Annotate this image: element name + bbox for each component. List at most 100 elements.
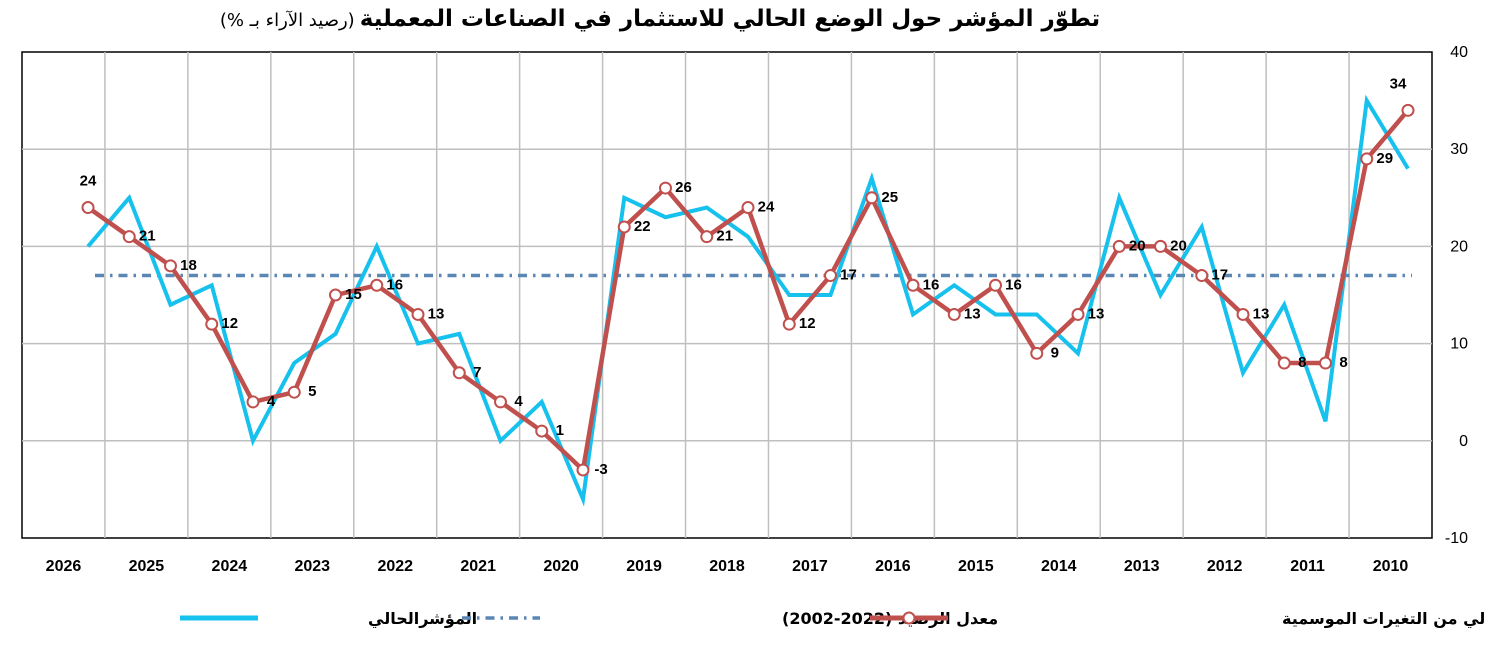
series-adjusted-marker — [494, 395, 507, 409]
x-tick-label: 2014 — [1041, 558, 1077, 575]
series-adjusted-marker — [122, 230, 136, 244]
x-tick-label: 2015 — [958, 558, 994, 575]
data-label: 13 — [964, 305, 981, 322]
x-tick-label: 2024 — [212, 558, 248, 575]
data-label: 18 — [180, 257, 197, 274]
data-label: 16 — [1005, 276, 1022, 293]
chart-title: تطوّر المؤشر حول الوضع الحالي للاستثمار … — [0, 6, 1320, 32]
chart-subtitle: (رصيد الآراء بـ %) — [219, 10, 355, 31]
x-tick-label: 2021 — [460, 558, 496, 575]
series-adjusted-marker — [452, 366, 466, 380]
series-adjusted-marker — [1236, 307, 1250, 321]
data-label: 26 — [675, 179, 692, 196]
series-adjusted-marker — [700, 230, 714, 244]
x-tick-label: 2020 — [543, 558, 579, 575]
x-tick-label: 2023 — [294, 558, 330, 575]
data-label: 20 — [1170, 237, 1187, 254]
series-adjusted-marker — [617, 220, 631, 234]
data-label: 16 — [386, 276, 403, 293]
series-adjusted-marker — [81, 201, 95, 215]
series-adjusted-marker — [576, 463, 590, 477]
data-label: 7 — [473, 364, 481, 381]
data-label: 15 — [345, 286, 362, 303]
data-label: 34 — [1390, 75, 1407, 92]
series-adjusted-marker — [865, 191, 879, 205]
data-label: 8 — [1339, 354, 1347, 371]
y-tick-label: 40 — [1450, 44, 1468, 61]
x-tick-label: 2011 — [1290, 558, 1325, 575]
data-label: 21 — [139, 228, 156, 245]
series-adjusted-marker — [1030, 346, 1044, 360]
series-adjusted-marker — [205, 317, 219, 331]
data-label: 13 — [428, 305, 445, 322]
y-tick-label: -10 — [1445, 530, 1468, 547]
x-tick-label: 2017 — [792, 558, 828, 575]
series-adjusted-marker — [1154, 239, 1167, 253]
series-adjusted-marker — [1071, 307, 1085, 321]
series-adjusted-marker — [535, 424, 549, 438]
legend-marker-adjusted — [902, 611, 916, 625]
data-label: 4 — [267, 393, 276, 410]
data-label: 12 — [221, 315, 238, 332]
data-label: 4 — [514, 393, 523, 410]
x-tick-label: 2013 — [1124, 558, 1160, 575]
data-label: 17 — [1211, 267, 1228, 284]
x-tick-label: 2012 — [1207, 558, 1243, 575]
data-labels: 3429881317202013916131625171224212622-31… — [80, 75, 1407, 478]
series-adjusted-marker — [947, 307, 961, 321]
data-label: 21 — [716, 228, 733, 245]
series-adjusted-marker — [1401, 103, 1415, 117]
series-adjusted-marker — [1195, 269, 1209, 283]
data-label: 9 — [1051, 344, 1059, 361]
series-adjusted-marker — [989, 278, 1002, 292]
data-label: 1 — [556, 422, 564, 439]
series-adjusted-marker — [329, 288, 342, 302]
x-tick-label: 2025 — [129, 558, 165, 575]
series-adjusted-marker — [906, 278, 920, 292]
series-adjusted-marker — [1360, 152, 1374, 166]
y-tick-label: 10 — [1450, 336, 1468, 353]
series-adjusted-marker — [246, 395, 260, 409]
y-tick-label: 20 — [1450, 238, 1468, 255]
y-tick-label: 0 — [1459, 433, 1468, 450]
series-adjusted-marker — [1112, 239, 1126, 253]
series-adjusted-marker — [287, 385, 301, 399]
legend-label-adjusted: المؤشرالحالي خالي من التغيرات الموسمية — [1282, 609, 1485, 629]
data-label: 20 — [1129, 237, 1146, 254]
series-adjusted-marker — [659, 181, 672, 195]
data-label: 8 — [1298, 354, 1306, 371]
x-tick-label: 2026 — [46, 558, 82, 575]
x-tick-label: 2010 — [1373, 558, 1409, 575]
x-tick-label: 2022 — [377, 558, 413, 575]
data-label: 13 — [1088, 305, 1105, 322]
chart-title-main: تطوّر المؤشر حول الوضع الحالي للاستثمار … — [359, 6, 1101, 32]
series-adjusted-marker — [741, 201, 755, 215]
y-axis-ticks: 40 30 20 10 0 -10 — [1445, 44, 1468, 547]
series-current-line — [86, 94, 1410, 507]
data-label: 13 — [1253, 305, 1270, 322]
data-label: 16 — [923, 276, 940, 293]
series-adjusted-marker — [411, 307, 425, 321]
series-adjusted-marker — [370, 278, 384, 292]
data-label: -3 — [594, 461, 607, 478]
series-adjusted-marker — [1319, 356, 1332, 370]
x-axis-ticks: 2010 2011 2012 2013 2014 2015 2016 2017 2018 2019… — [46, 558, 1409, 575]
data-label: 29 — [1376, 150, 1393, 167]
legend-label-current: المؤشرالحالي — [368, 609, 477, 629]
series-adjusted-marker — [782, 317, 796, 331]
series-adjusted-marker — [1277, 356, 1291, 370]
data-label: 17 — [840, 267, 857, 284]
series-adjusted-marker — [164, 259, 177, 273]
data-label: 24 — [80, 173, 97, 190]
data-label: 25 — [881, 189, 898, 206]
data-label: 5 — [308, 383, 316, 400]
x-tick-label: 2019 — [626, 558, 662, 575]
x-tick-label: 2016 — [875, 558, 911, 575]
plot-area — [21, 51, 1433, 539]
data-label: 22 — [634, 218, 651, 235]
data-label: 24 — [758, 199, 775, 216]
series-adjusted-marker — [824, 269, 837, 283]
series-layer — [81, 94, 1415, 507]
